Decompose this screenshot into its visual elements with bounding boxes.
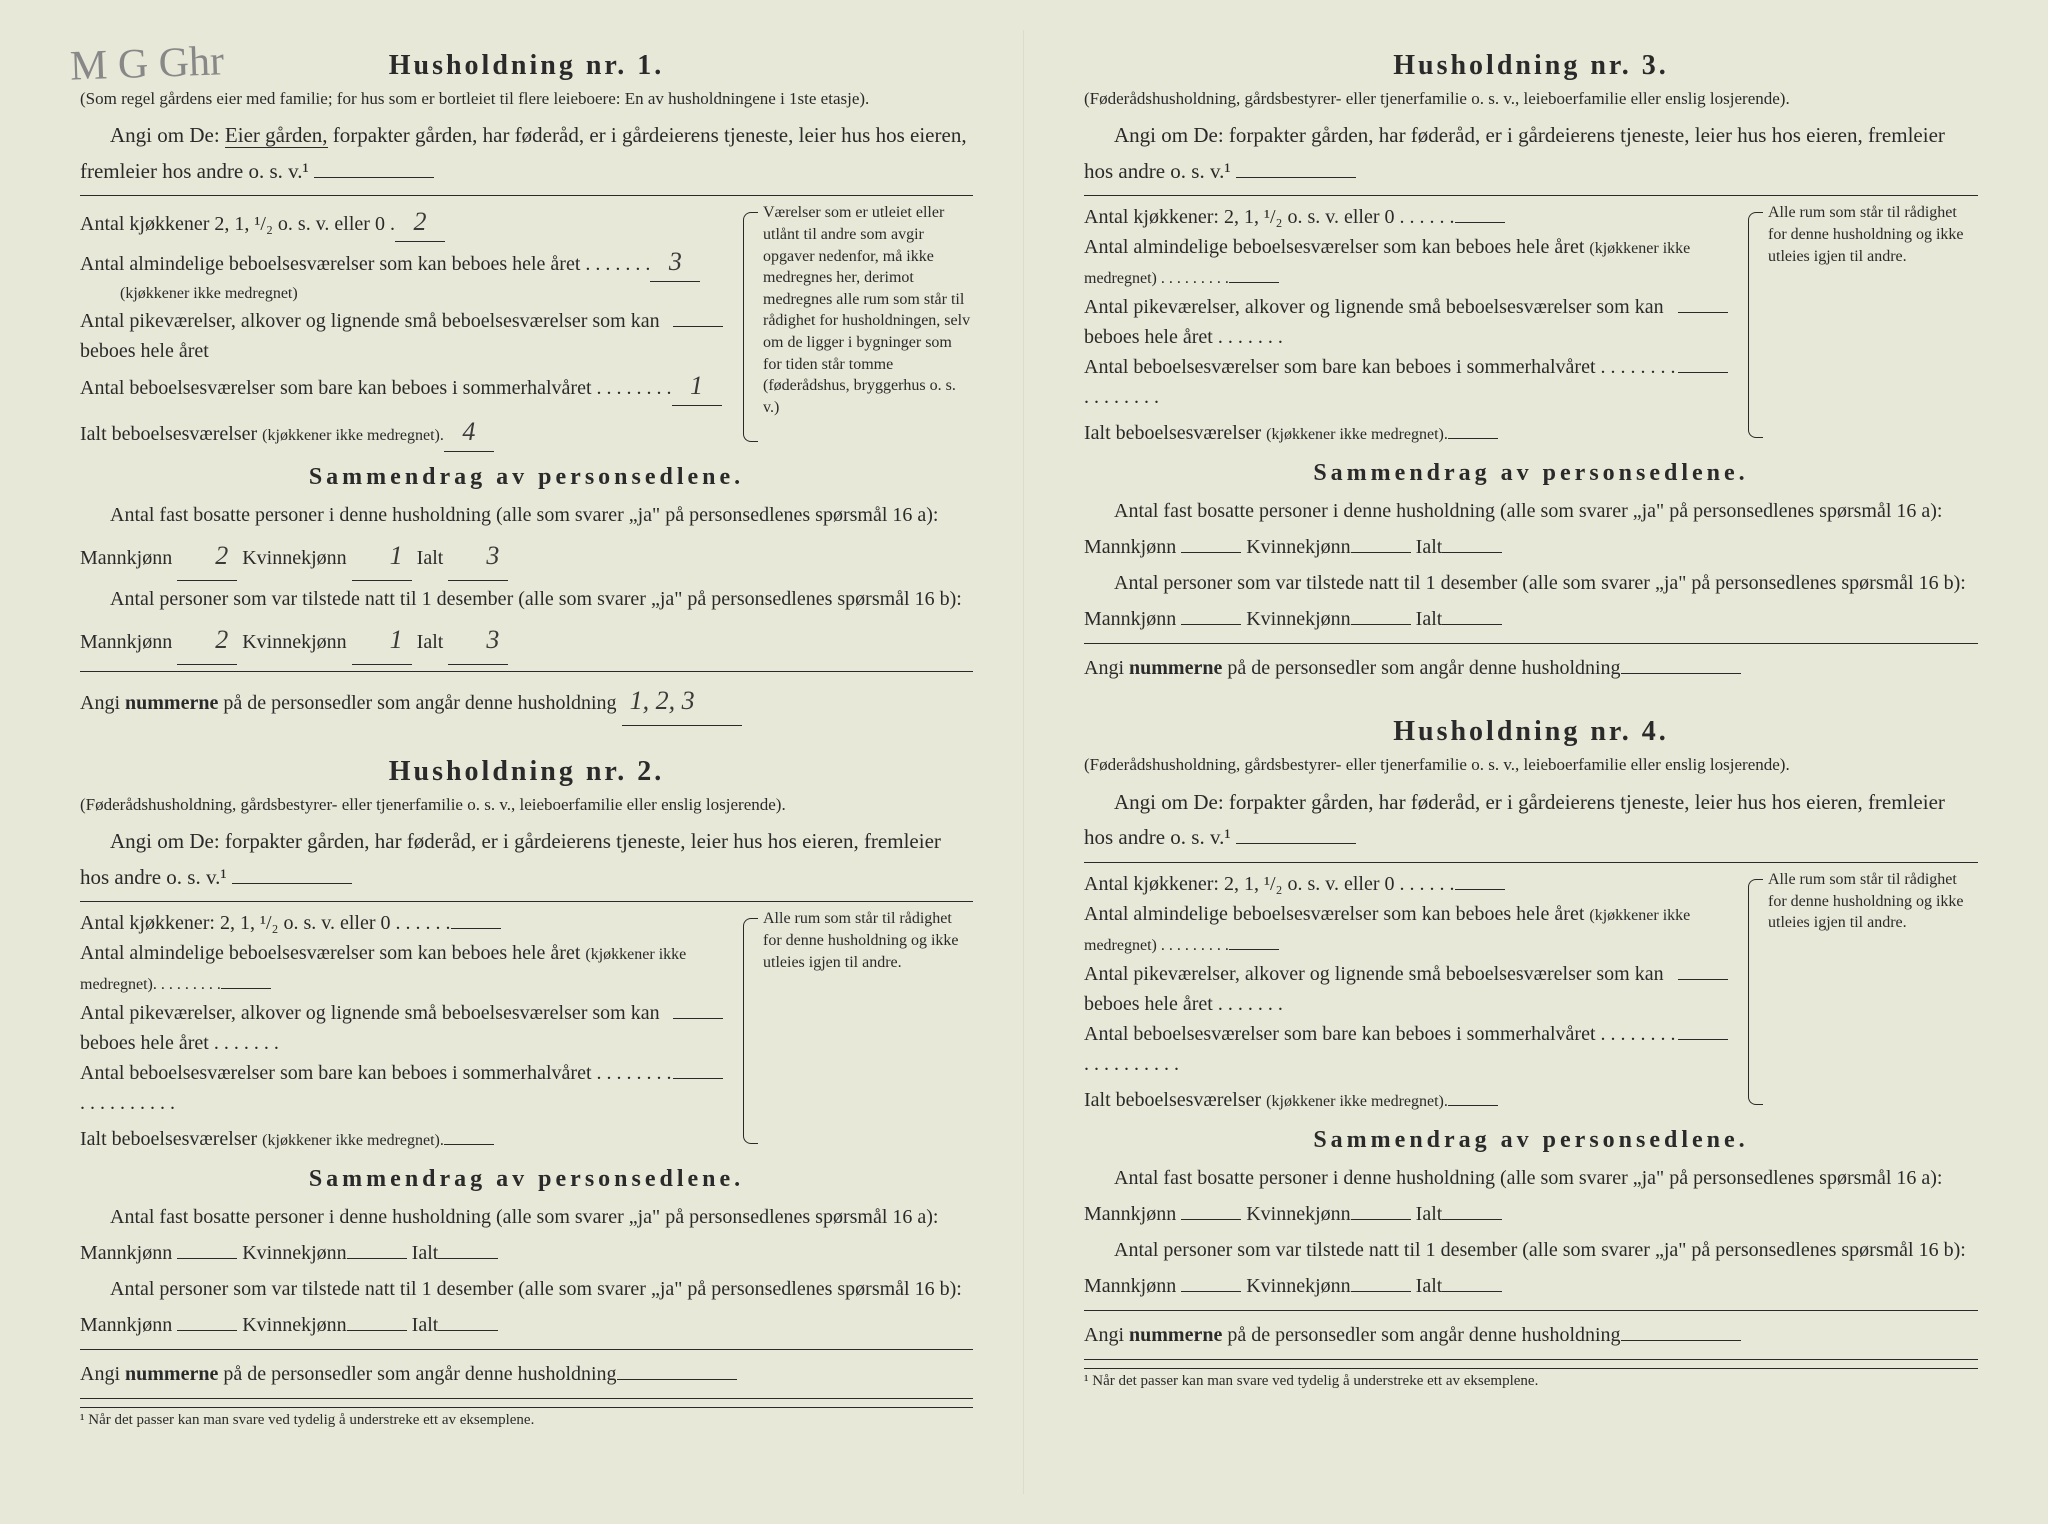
nummerne-bold: nummerne [1129, 1324, 1222, 1346]
row-label: Antal pikeværelser, alkover og lignende … [1084, 959, 1678, 1019]
sidebar-note: Alle rum som står til rådighet for denne… [743, 908, 973, 1154]
ialt-label: Ialt [1416, 608, 1443, 630]
ialt-label: Ialt beboelsesværelser [1084, 1085, 1261, 1115]
s2-i: 3 [448, 617, 508, 665]
kjokkener-label: Antal kjøkkener: 2, 1, ¹/₂ o. s. v. elle… [80, 908, 451, 938]
row-paren: (kjøkkener ikke medregnet) [80, 282, 723, 306]
s3-value: 1, 2, 3 [622, 678, 742, 726]
household-title: Husholdning nr. 4. [1084, 716, 1978, 748]
angi-pre: Angi om De: [1084, 123, 1224, 147]
household-2: Husholdning nr. 2. (Føderådshusholdning,… [80, 756, 973, 1429]
household-subtitle: (Føderådshusholdning, gårdsbestyrer- ell… [80, 794, 973, 816]
ialt-paren: (kjøkkener ikke medregnet). [262, 424, 444, 448]
household-4: Husholdning nr. 4. (Føderådshusholdning,… [1084, 716, 1978, 1389]
summary-title: Sammendrag av personsedlene. [80, 1166, 973, 1193]
kjokkener-label: Antal kjøkkener 2, 1, ¹/₂ o. s. v. eller… [80, 209, 395, 239]
nummerne-bold: nummerne [125, 692, 218, 714]
row-label: Antal almindelige beboelsesværelser som … [1084, 903, 1584, 925]
kvinnekjonn-label: Kvinnekjønn [1246, 536, 1350, 558]
ialt-label: Ialt beboelsesværelser [80, 1124, 257, 1154]
kjokkener-value: 2 [395, 202, 445, 242]
kvinnekjonn-label: Kvinnekjønn [1246, 1203, 1350, 1225]
summary-2: Antal personer som var tilstede natt til… [1084, 572, 1966, 630]
summary-title: Sammendrag av personsedlene. [80, 464, 973, 491]
row-value [673, 326, 723, 327]
ialt-label: Ialt [1416, 1203, 1443, 1225]
s1-m: 2 [177, 533, 237, 581]
sidebar-note: Værelser som er utleiet eller utlånt til… [743, 202, 973, 452]
kvinnekjonn-label: Kvinnekjønn [242, 1242, 346, 1264]
ialt-label: Ialt [417, 547, 444, 569]
angi-pre: Angi om De: [80, 829, 220, 853]
household-1: Husholdning nr. 1. (Som regel gårdens ei… [80, 50, 973, 726]
footnote: ¹ Når det passer kan man svare ved tydel… [1084, 1368, 1978, 1390]
household-subtitle: (Som regel gårdens eier med familie; for… [80, 88, 973, 110]
footnote: ¹ Når det passer kan man svare ved tydel… [80, 1407, 973, 1429]
row-label: Antal beboelsesværelser som bare kan beb… [80, 373, 672, 403]
household-subtitle: (Føderådshusholdning, gårdsbestyrer- ell… [1084, 754, 1978, 776]
summary-1: Antal fast bosatte personer i denne hush… [1084, 500, 1943, 558]
summary-2: Antal personer som var tilstede natt til… [1084, 1239, 1966, 1297]
handwritten-annotation: M G Ghr [69, 37, 225, 90]
sidebar-note: Alle rum som står til rådighet for denne… [1748, 202, 1978, 448]
kvinnekjonn-label: Kvinnekjønn [242, 631, 346, 653]
row-label: Antal beboelsesværelser som bare kan beb… [1084, 352, 1678, 412]
left-page: M G Ghr Husholdning nr. 1. (Som regel gå… [20, 30, 1024, 1494]
summary-title: Sammendrag av personsedlene. [1084, 1127, 1978, 1154]
row-label: Antal beboelsesværelser som bare kan beb… [1084, 1019, 1678, 1079]
kvinnekjonn-label: Kvinnekjønn [242, 547, 346, 569]
angi-pre: Angi om De: [1084, 790, 1224, 814]
row-label: Antal almindelige beboelsesværelser som … [80, 942, 580, 964]
ialt-label: Ialt [1416, 1275, 1443, 1297]
ialt-value: 4 [444, 412, 494, 452]
ialt-paren: (kjøkkener ikke medregnet). [1266, 1090, 1448, 1114]
ialt-label: Ialt [412, 1314, 439, 1336]
summary-title: Sammendrag av personsedlene. [1084, 460, 1978, 487]
nummerne-bold: nummerne [1129, 657, 1222, 679]
row-label: Antal almindelige beboelsesværelser som … [80, 249, 650, 279]
summary-1: Antal fast bosatte personer i denne hush… [1084, 1167, 1943, 1225]
angi-pre: Angi om De: [80, 123, 220, 147]
kvinnekjonn-label: Kvinnekjønn [1246, 1275, 1350, 1297]
nummerne-bold: nummerne [125, 1363, 218, 1385]
right-page: Husholdning nr. 3. (Føderådshusholdning,… [1024, 30, 2028, 1494]
ialt-paren: (kjøkkener ikke medregnet). [262, 1129, 444, 1153]
row-value: 1 [672, 366, 722, 406]
ialt-label: Ialt [1416, 536, 1443, 558]
row-label: Antal pikeværelser, alkover og lignende … [80, 998, 673, 1058]
household-subtitle: (Føderådshusholdning, gårdsbestyrer- ell… [1084, 88, 1978, 110]
ialt-label: Ialt beboelsesværelser [1084, 418, 1261, 448]
sidebar-note: Alle rum som står til rådighet for denne… [1748, 869, 1978, 1115]
angi-underlined: Eier gården, [225, 123, 328, 148]
kvinnekjonn-label: Kvinnekjønn [242, 1314, 346, 1336]
row-label: Antal almindelige beboelsesværelser som … [1084, 236, 1584, 258]
household-title: Husholdning nr. 3. [1084, 50, 1978, 82]
ialt-label: Ialt [417, 631, 444, 653]
row-label: Antal beboelsesværelser som bare kan beb… [80, 1058, 673, 1118]
row-label: Antal pikeværelser, alkover og lignende … [1084, 292, 1678, 352]
s1-k: 1 [352, 533, 412, 581]
row-value: 3 [650, 242, 700, 282]
kvinnekjonn-label: Kvinnekjønn [1246, 608, 1350, 630]
summary-2: Antal personer som var tilstede natt til… [80, 1278, 962, 1336]
household-title: Husholdning nr. 2. [80, 756, 973, 788]
s2-m: 2 [177, 617, 237, 665]
kjokkener-label: Antal kjøkkener: 2, 1, ¹/₂ o. s. v. elle… [1084, 869, 1455, 899]
kjokkener-label: Antal kjøkkener: 2, 1, ¹/₂ o. s. v. elle… [1084, 202, 1455, 232]
row-label: Antal pikeværelser, alkover og lignende … [80, 306, 673, 366]
s1-i: 3 [448, 533, 508, 581]
s2-k: 1 [352, 617, 412, 665]
summary-1: Antal fast bosatte personer i denne hush… [80, 1206, 939, 1264]
ialt-label: Ialt [412, 1242, 439, 1264]
ialt-label: Ialt beboelsesværelser [80, 419, 257, 449]
household-3: Husholdning nr. 3. (Føderådshusholdning,… [1084, 50, 1978, 686]
ialt-paren: (kjøkkener ikke medregnet). [1266, 423, 1448, 447]
